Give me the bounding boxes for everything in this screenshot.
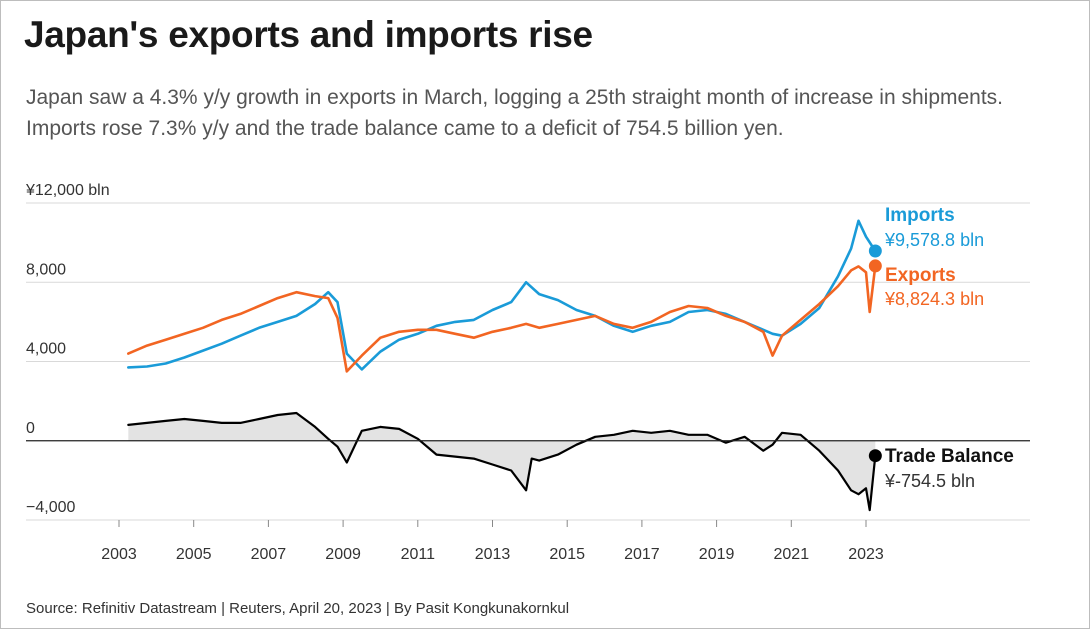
chart-subtitle: Japan saw a 4.3% y/y growth in exports i… [26, 86, 1004, 140]
source-note: Source: Refinitiv Datastream | Reuters, … [26, 600, 570, 617]
y-tick-label: −4,000 [26, 499, 75, 516]
imports-legend-value: ¥9,578.8 bln [884, 230, 984, 250]
x-tick-label: 2011 [401, 546, 436, 563]
x-tick-label: 2009 [325, 546, 361, 563]
balance-legend-name: Trade Balance [885, 446, 1014, 467]
series-line-layer [127, 219, 882, 512]
y-tick-label: 0 [26, 420, 35, 437]
x-tick-label: 2015 [549, 546, 585, 563]
balance-legend-value: ¥-754.5 bln [884, 471, 975, 491]
x-tick-label: 2023 [848, 546, 884, 563]
label-layer: ¥12,000 bln 8,000 4,000 0 −4,000 2003 2005 2007… [25, 182, 1014, 563]
exports-series-line [127, 264, 877, 373]
page-title: Japan's exports and imports rise [24, 14, 593, 55]
trade-balance-area [128, 413, 876, 511]
exports-legend-name: Exports [885, 265, 956, 286]
y-tick-label: 8,000 [26, 261, 66, 278]
imports-legend-name: Imports [885, 205, 955, 226]
x-tick-label: 2013 [475, 546, 511, 563]
y-tick-label: 4,000 [26, 341, 66, 358]
balance-end-marker [868, 449, 882, 463]
exports-end-marker [868, 259, 882, 273]
axis-layer [26, 440, 1030, 527]
imports-end-marker [868, 244, 882, 258]
x-tick-label: 2005 [176, 546, 212, 563]
imports-series-line [127, 219, 877, 371]
y-tick-label: ¥12,000 bln [25, 182, 110, 199]
exports-legend-value: ¥8,824.3 bln [884, 289, 984, 309]
x-tick-label: 2019 [699, 546, 735, 563]
x-tick-label: 2021 [774, 546, 810, 563]
balance-area-layer [128, 413, 876, 511]
x-tick-label: 2007 [251, 546, 287, 563]
balance-series-line [127, 411, 877, 512]
x-tick-label: 2017 [624, 546, 660, 563]
x-tick-label: 2003 [101, 546, 137, 563]
